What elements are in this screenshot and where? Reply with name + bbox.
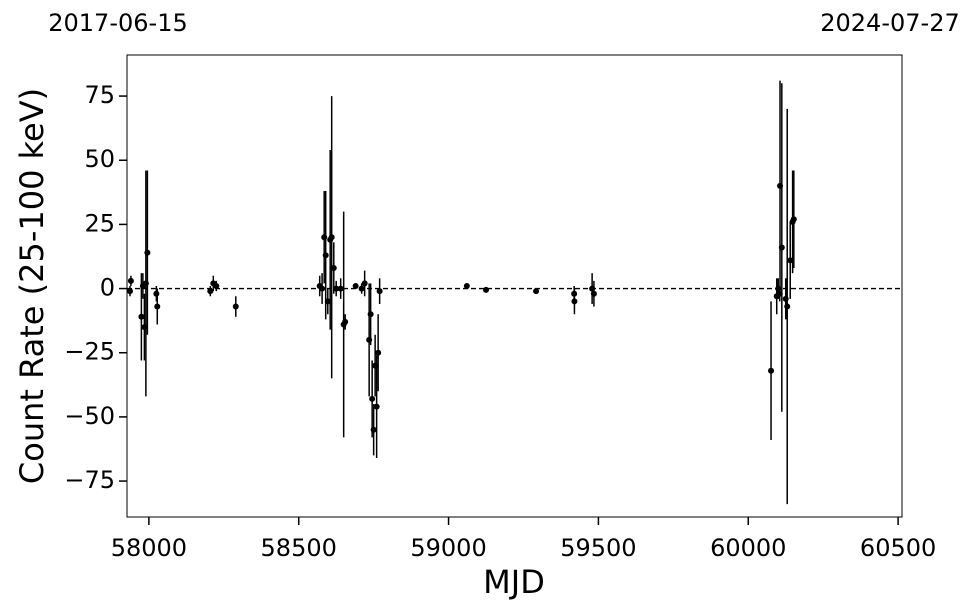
y-axis-label: Count Rate (25-100 keV) — [13, 88, 51, 484]
data-point — [784, 303, 791, 310]
data-point — [352, 283, 359, 289]
y-tick-label: 75 — [84, 81, 115, 109]
data-point — [533, 288, 540, 295]
plot-frame — [126, 54, 903, 518]
data-point — [369, 395, 376, 402]
end-date: 2024-07-27 — [820, 9, 959, 37]
data-point — [322, 252, 329, 259]
data-point — [213, 283, 220, 289]
data-point — [154, 303, 161, 310]
data-point — [342, 318, 349, 325]
y-tick-label: −25 — [64, 338, 115, 366]
data-point — [126, 288, 133, 295]
x-tick-label: 60500 — [860, 534, 936, 562]
data-point — [328, 234, 335, 241]
data-point — [333, 285, 340, 292]
data-point — [361, 280, 368, 287]
data-point — [790, 216, 797, 223]
data-point — [373, 403, 380, 410]
data-point — [232, 303, 239, 310]
data-point — [207, 288, 214, 295]
y-tick-label: 25 — [84, 209, 115, 237]
x-tick-label: 59000 — [410, 534, 486, 562]
data-point — [144, 249, 151, 256]
data-point — [127, 277, 134, 284]
x-tick-label: 60000 — [710, 534, 786, 562]
data-point — [358, 285, 365, 292]
y-tick-label: 0 — [100, 274, 115, 302]
data-point — [483, 286, 490, 293]
start-date: 2017-06-15 — [48, 9, 187, 37]
data-point — [590, 290, 597, 297]
data-point — [324, 298, 331, 305]
data-point — [778, 244, 785, 251]
data-point — [367, 311, 374, 318]
data-point — [138, 313, 145, 320]
data-point — [375, 349, 382, 356]
data-point — [768, 367, 775, 374]
data-point — [463, 283, 470, 289]
data-point — [337, 285, 344, 292]
x-tick-label: 58500 — [261, 534, 337, 562]
x-tick-label: 59500 — [560, 534, 636, 562]
x-axis-label: MJD — [483, 563, 545, 601]
y-tick-label: −75 — [64, 466, 115, 494]
y-tick-label: −50 — [64, 402, 115, 430]
data-point — [319, 285, 326, 292]
y-tick-label: 50 — [84, 145, 115, 173]
data-point — [376, 288, 383, 295]
x-tick-label: 58000 — [111, 534, 187, 562]
data-point — [370, 426, 377, 433]
data-point — [571, 298, 578, 305]
data-point — [787, 257, 794, 264]
data-point — [153, 290, 160, 297]
data-point — [330, 265, 337, 272]
